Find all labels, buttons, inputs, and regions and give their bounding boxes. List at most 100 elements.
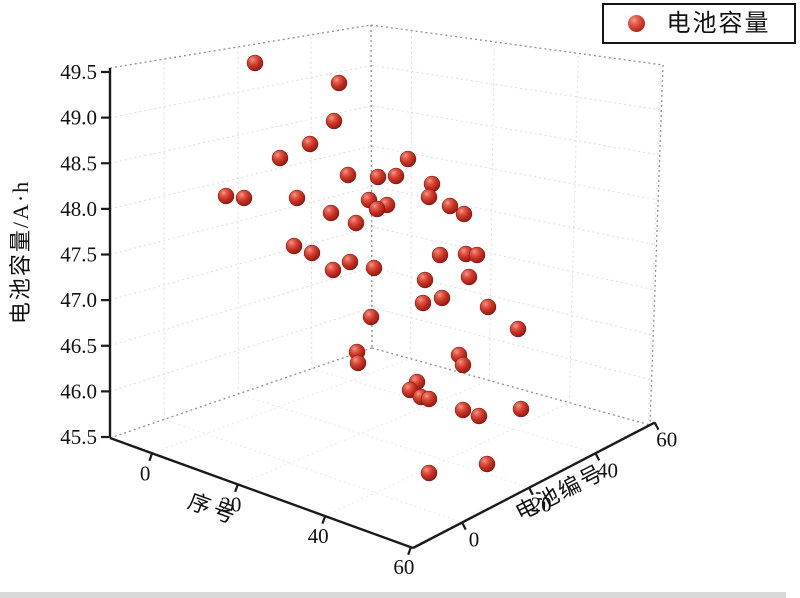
- x-axis-line: [109, 436, 414, 550]
- data-point: [387, 167, 405, 185]
- data-point: [399, 150, 417, 168]
- data-point: [325, 112, 343, 130]
- x-tick-label: 60: [393, 555, 414, 579]
- z-tick-label: 48.5: [60, 151, 97, 175]
- data-point: [362, 308, 380, 326]
- y-tick-label: 60: [656, 428, 677, 452]
- data-point: [479, 298, 497, 316]
- data-point: [322, 204, 340, 222]
- data-point: [470, 407, 488, 425]
- floor-gridline-y: [238, 393, 530, 489]
- data-point: [217, 187, 235, 205]
- right-wall-gridline-z: [371, 145, 659, 201]
- x-tick-label: 40: [308, 524, 329, 548]
- left-wall-gridline-z: [109, 266, 373, 347]
- axis-ticks: [101, 70, 660, 556]
- data-point: [349, 354, 367, 372]
- left-wall-gridline-z: [109, 226, 373, 301]
- right-wall-gridline-x: [647, 64, 662, 425]
- floor-gridlines: [151, 358, 649, 548]
- top-left-edge: [109, 24, 372, 69]
- right-wall-gridline-z: [371, 226, 655, 291]
- data-point: [414, 294, 432, 312]
- data-point: [468, 246, 486, 264]
- back-corner-edge: [370, 24, 373, 349]
- legend-sphere-marker-icon: [627, 15, 645, 32]
- data-point: [235, 189, 253, 207]
- x-axis-tick: [148, 452, 154, 462]
- data-point: [454, 356, 472, 374]
- right-wall-gridline-z: [371, 186, 657, 246]
- data-point: [347, 214, 365, 232]
- data-points-layer: [217, 54, 530, 482]
- y-axis-line: [412, 421, 656, 550]
- data-point: [368, 200, 386, 218]
- data-point: [420, 464, 438, 482]
- data-point: [303, 244, 321, 262]
- floor-gridline-x: [237, 380, 490, 485]
- z-tick-label: 48.0: [60, 197, 97, 221]
- x-tick-label: 20: [220, 492, 241, 516]
- data-point: [324, 261, 342, 279]
- y-axis-tick: [461, 522, 467, 531]
- left-wall-gridline-z: [109, 307, 373, 392]
- data-point: [339, 166, 357, 184]
- data-point: [433, 289, 451, 307]
- top-right-edge: [370, 24, 664, 66]
- y-axis-tick: [594, 452, 601, 461]
- y-tick-label: 0: [469, 528, 480, 552]
- right-wall-gridline-x: [488, 41, 495, 381]
- box-dashed-edges: [109, 24, 664, 439]
- y-axis-tick: [653, 422, 660, 431]
- x-axis-tick: [407, 546, 412, 556]
- data-point: [416, 271, 434, 289]
- data-point: [455, 205, 473, 223]
- x-tick-label: 0: [140, 461, 151, 485]
- data-point: [454, 401, 472, 419]
- z-tick-label: 46.5: [60, 334, 97, 358]
- data-point: [271, 149, 289, 167]
- data-point: [369, 168, 387, 186]
- data-point: [509, 320, 527, 338]
- scan-edge-artifact-bar: [0, 592, 786, 598]
- left-wall-gridline-z: [109, 64, 373, 119]
- data-point: [420, 188, 438, 206]
- floor-gridline-x: [151, 358, 411, 454]
- right-corner-edge: [649, 64, 664, 426]
- data-point: [441, 197, 459, 215]
- floor-left-edge: [109, 347, 373, 439]
- y-axis-tick: [528, 487, 534, 496]
- data-point: [301, 135, 319, 153]
- data-point: [288, 189, 306, 207]
- x-axis-tick: [321, 515, 327, 524]
- wall-gridlines: [109, 30, 662, 425]
- x-axis-tick: [234, 484, 239, 493]
- z-tick-label: 46.0: [60, 379, 97, 403]
- data-point: [246, 54, 264, 72]
- z-tick-label: 49.0: [60, 106, 97, 130]
- z-axis-title: 电池容量/A·h: [8, 180, 33, 324]
- data-point: [460, 268, 478, 286]
- legend-label: 电池容量: [666, 10, 771, 37]
- right-wall-gridline-x: [568, 53, 579, 403]
- y-axis-title: 电池编号: [511, 459, 608, 525]
- legend: 电池容量: [602, 3, 796, 44]
- y-tick-label: 20: [531, 493, 552, 517]
- z-tick-label: 47.0: [60, 288, 97, 312]
- right-wall-gridline-z: [371, 266, 654, 336]
- right-wall-gridline-z: [371, 105, 660, 156]
- right-wall-gridline-z: [371, 307, 652, 381]
- y-tick-label: 40: [597, 458, 618, 482]
- data-point: [341, 253, 359, 271]
- data-point: [330, 74, 348, 92]
- data-point: [285, 237, 303, 255]
- data-point: [512, 400, 530, 418]
- floor-gridline-y: [311, 368, 596, 454]
- axis-labels: 49.5 49.0 48.5 48.0 47.5 47.0 46.5 46.0 45.5 0 20 4…: [8, 60, 677, 579]
- right-wall-gridline-z: [371, 64, 662, 111]
- left-wall-gridline-z: [109, 186, 373, 255]
- data-point: [365, 259, 383, 277]
- floor-right-edge: [371, 347, 651, 426]
